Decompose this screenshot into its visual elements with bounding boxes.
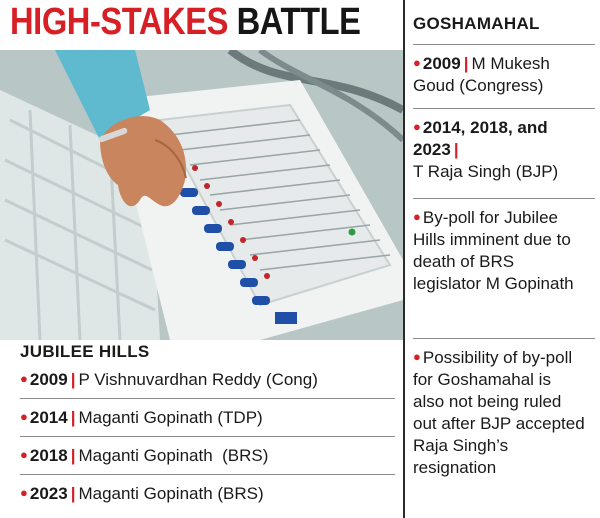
divider	[20, 474, 395, 475]
goshamahal-item: ● 2009 | M Mukesh Goud (Congress)	[413, 54, 550, 95]
evm-photo	[0, 50, 403, 340]
divider	[413, 198, 595, 199]
goshamahal-heading: GOSHAMAHAL	[413, 14, 540, 33]
jubilee-hills-heading: JUBILEE HILLS	[20, 342, 150, 361]
bullet-icon: ●	[413, 55, 421, 70]
jubilee-row: ● 2018 | Maganti Gopinath (BRS)	[20, 446, 269, 465]
title-rest: BATTLE	[236, 1, 361, 43]
divider	[413, 108, 595, 109]
bullet-icon: ●	[20, 485, 28, 500]
divider	[413, 44, 595, 45]
bullet-icon: ●	[413, 209, 421, 224]
page-title: HIGH-STAKES BATTLE	[10, 0, 361, 44]
bullet-icon: ●	[20, 409, 28, 424]
column-divider	[403, 0, 405, 518]
jubilee-row: ● 2009 | P Vishnuvardhan Reddy (Cong)	[20, 370, 318, 389]
divider	[20, 398, 395, 399]
jubilee-row: ● 2023 | Maganti Gopinath (BRS)	[20, 484, 264, 503]
bullet-icon: ●	[413, 119, 421, 134]
divider	[20, 436, 395, 437]
goshamahal-item: ● Possibility of by-poll for Goshamahal i…	[413, 348, 585, 477]
evm-illustration	[0, 50, 403, 340]
jubilee-row: ● 2014 | Maganti Gopinath (TDP)	[20, 408, 263, 427]
title-highlight: HIGH-STAKES	[10, 1, 228, 43]
bullet-icon: ●	[413, 349, 421, 364]
bullet-icon: ●	[20, 447, 28, 462]
divider	[413, 338, 595, 339]
bullet-icon: ●	[20, 371, 28, 386]
goshamahal-item: ● 2014, 2018, and 2023 | T Raja Singh (BJP)	[413, 118, 559, 181]
goshamahal-item: ● By-poll for Jubilee Hills imminent due …	[413, 208, 574, 293]
